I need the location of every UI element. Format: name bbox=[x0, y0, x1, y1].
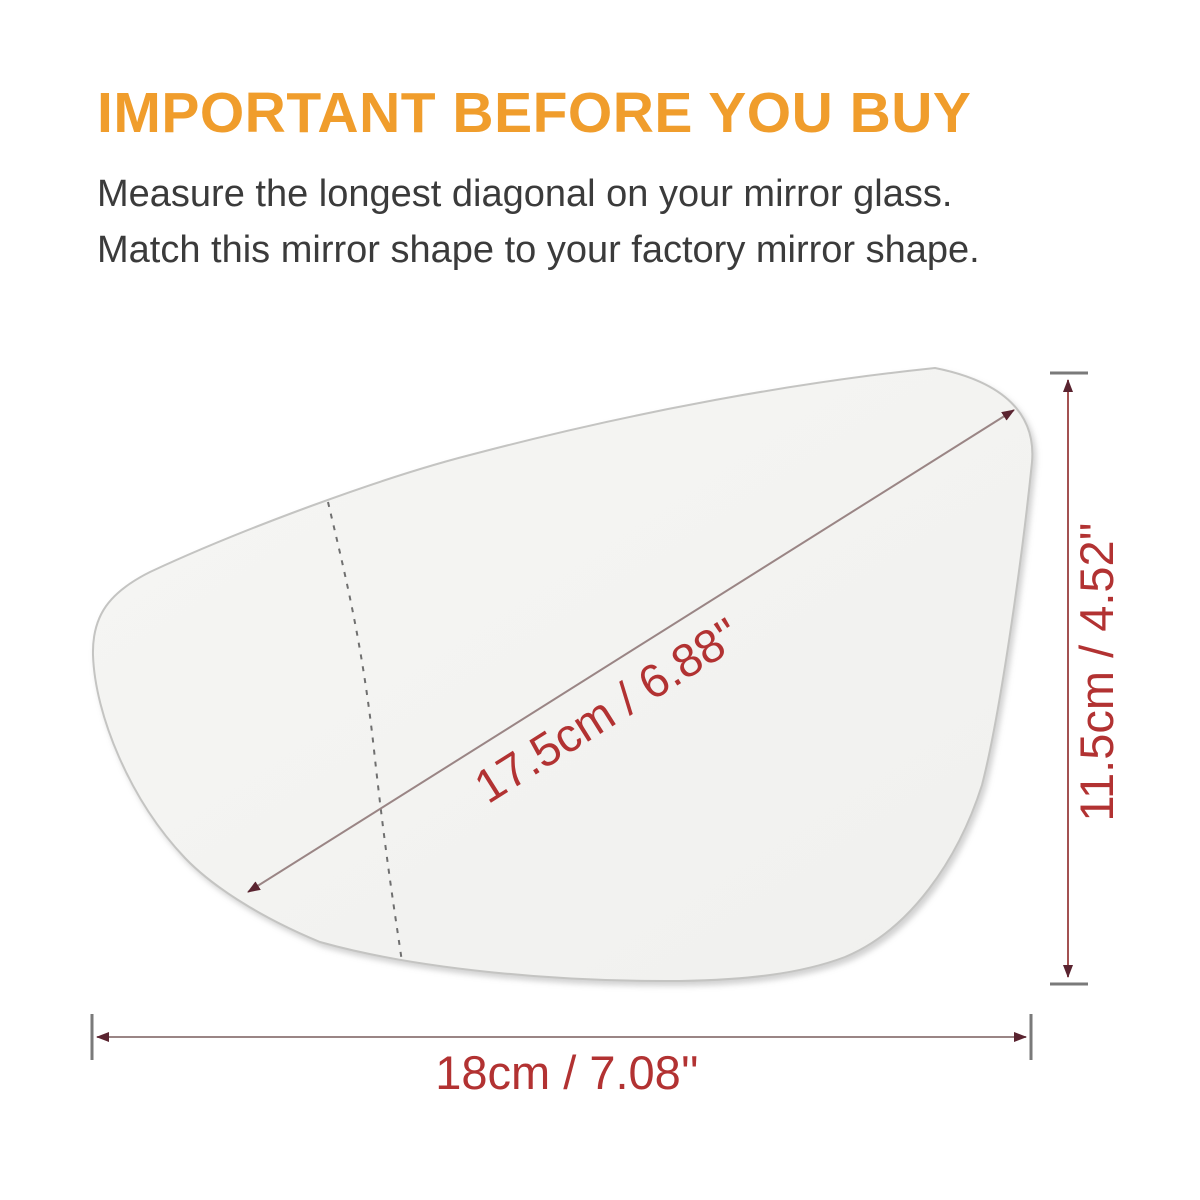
width-measure-label: 18cm / 7.08'' bbox=[435, 1046, 699, 1099]
diagonal-measure-line bbox=[247, 409, 1015, 893]
mirror-glass-shape bbox=[91, 366, 1034, 983]
page-title: IMPORTANT BEFORE YOU BUY bbox=[97, 81, 972, 145]
instruction-line-2: Match this mirror shape to your factory … bbox=[97, 228, 980, 271]
height-measure-label: 11.5cm / 4.52'' bbox=[1070, 522, 1123, 821]
instruction-line-1: Measure the longest diagonal on your mir… bbox=[97, 172, 953, 215]
header: IMPORTANT BEFORE YOU BUY Measure the lon… bbox=[97, 81, 1127, 278]
